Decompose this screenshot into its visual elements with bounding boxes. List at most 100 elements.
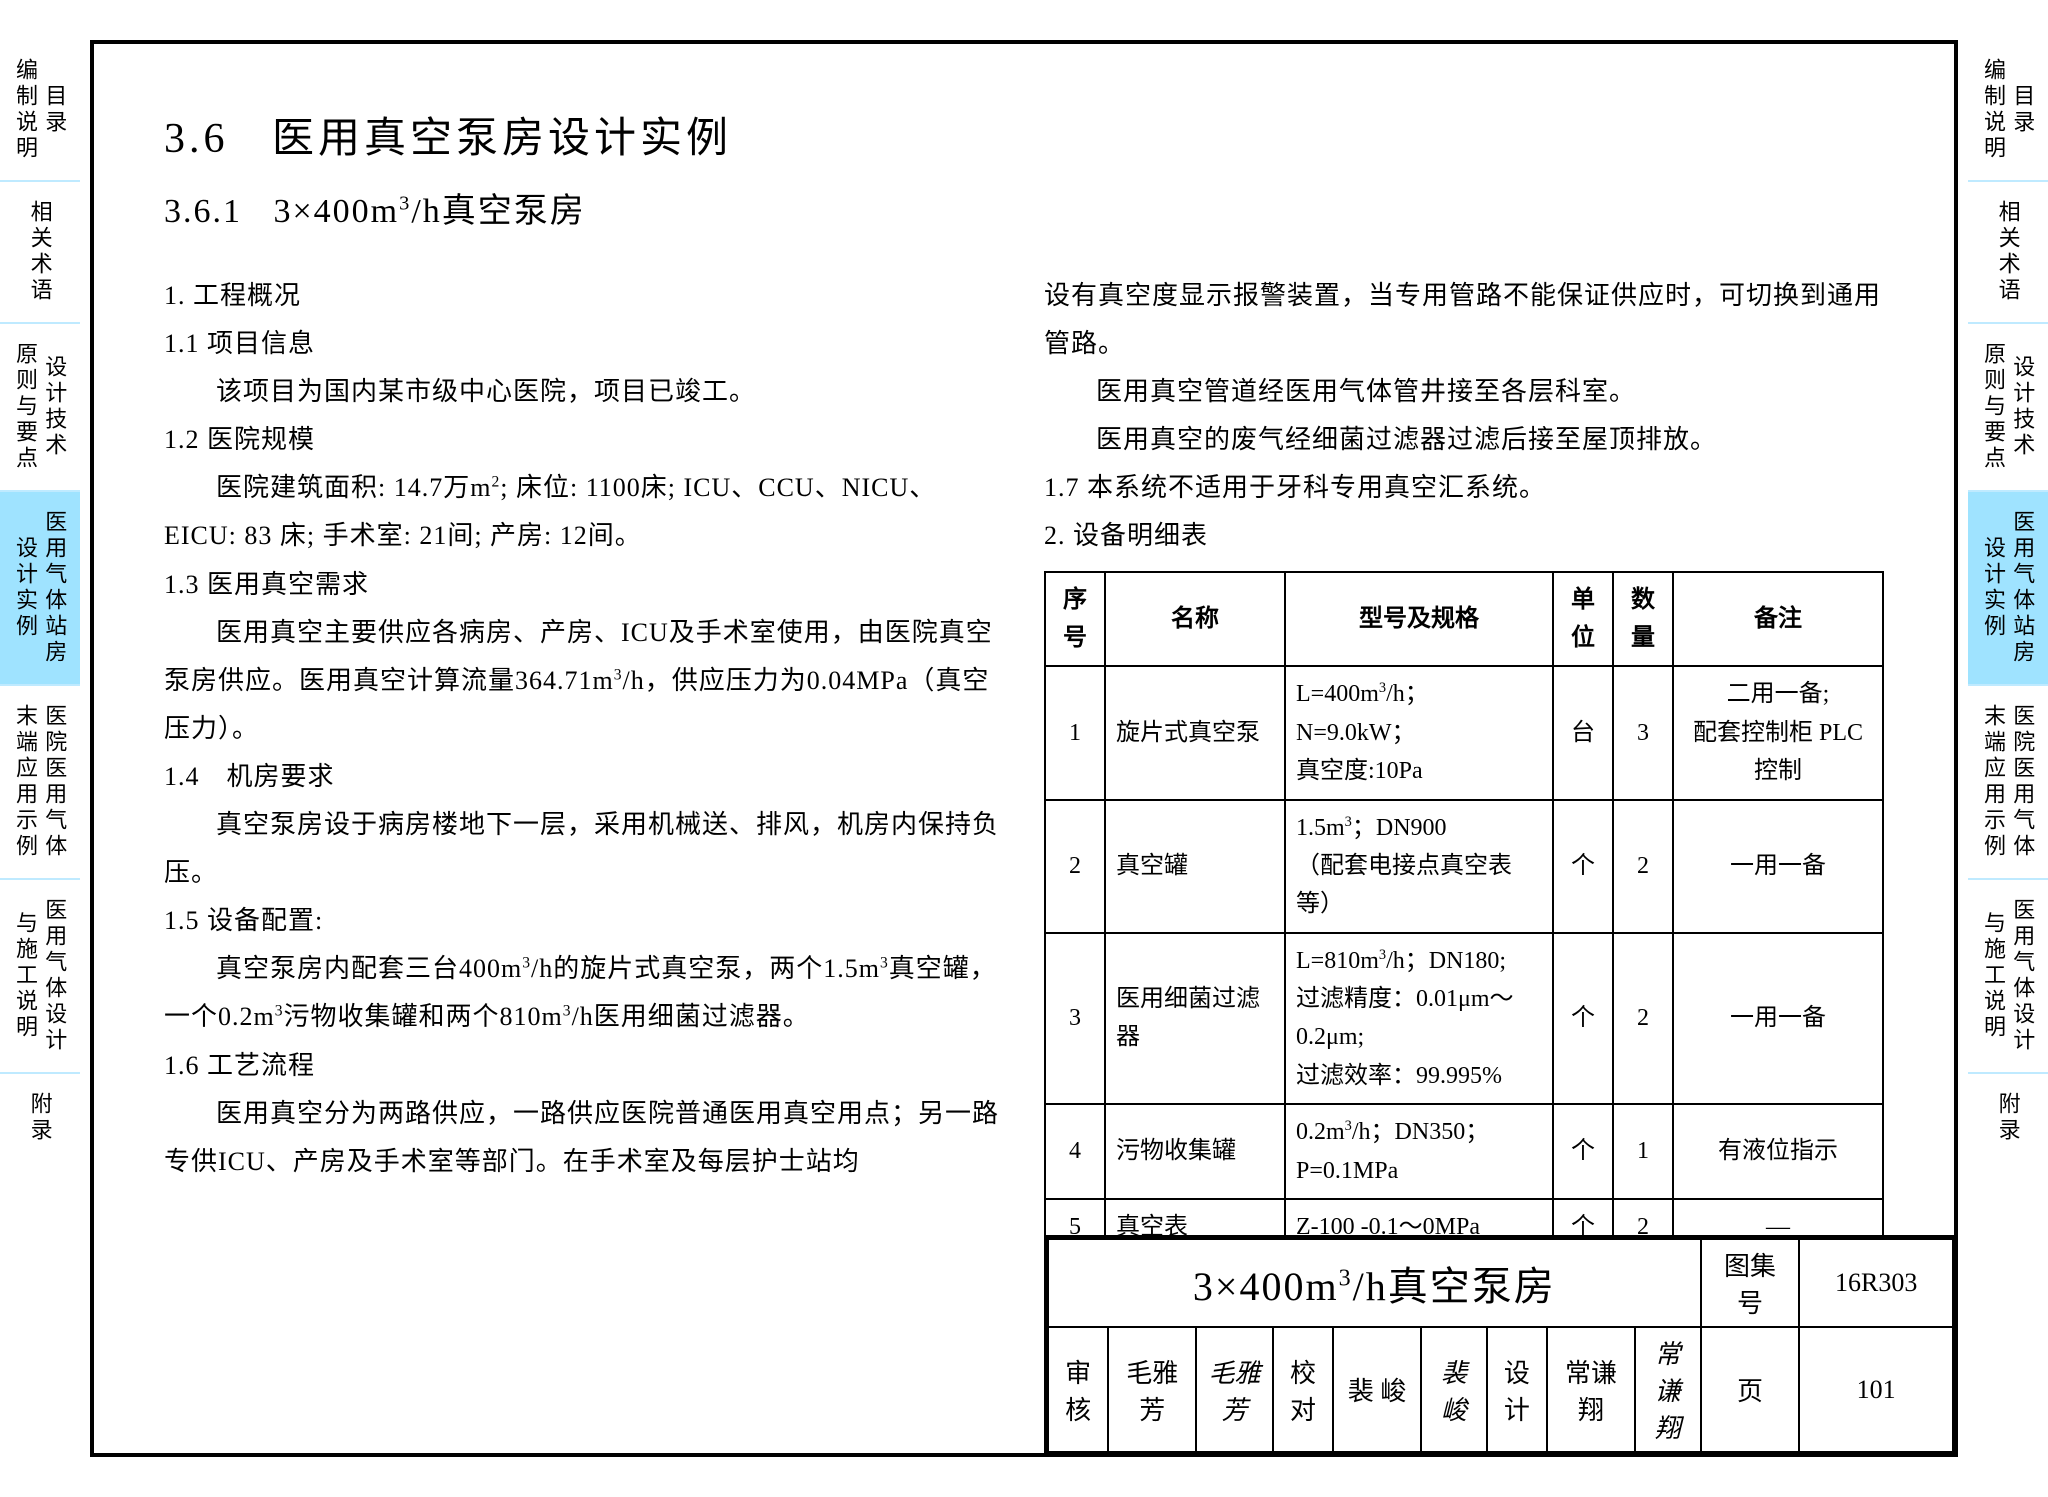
th-spec: 型号及规格: [1285, 572, 1553, 667]
subsection-title: 3×400m3/h真空泵房: [274, 193, 586, 230]
td-unit: 个: [1553, 1104, 1613, 1199]
review-name: 毛雅芳: [1108, 1327, 1196, 1452]
section-heading: 3.6 医用真空泵房设计实例: [164, 104, 1884, 165]
sidebar-tab[interactable]: 原则与要点设计技术: [1968, 324, 2048, 492]
sidebar-tab-label: 编制说明: [1981, 58, 2006, 162]
td-name: 旋片式真空泵: [1105, 666, 1285, 799]
sidebar-tab-label: 医用气体设计: [2010, 898, 2035, 1054]
sidebar-tab[interactable]: 与施工说明医用气体设计: [0, 880, 80, 1074]
title-block-real: 3×400m3/h真空泵房 图集号 16R303 审核 毛雅芳 毛雅芳 校对 裴…: [1044, 1235, 1954, 1453]
td-unit: 台: [1553, 666, 1613, 799]
td-spec: 0.2m3/h；DN350；P=0.1MPa: [1285, 1104, 1553, 1199]
td-qty: 1: [1613, 1104, 1673, 1199]
para: 1.7 本系统不适用于牙科专用真空汇系统。: [1044, 464, 1884, 512]
equipment-table: 序号 名称 型号及规格 单位 数量 备注 1旋片式真空泵L=400m3/h；N=…: [1044, 571, 1884, 1257]
td-name: 医用细菌过滤器: [1105, 933, 1285, 1105]
main-frame: 3.6 医用真空泵房设计实例 3.6.1 3×400m3/h真空泵房 1. 工程…: [90, 40, 1958, 1457]
para: 真空泵房内配套三台400m3/h的旋片式真空泵，两个1.5m3真空罐，一个0.2…: [164, 945, 1004, 1041]
td-spec: L=810m3/h；DN180;过滤精度：0.01μm～0.2μm;过滤效率：9…: [1285, 933, 1553, 1105]
para: 该项目为国内某市级中心医院，项目已竣工。: [164, 368, 1004, 416]
td-unit: 个: [1553, 800, 1613, 933]
th-seq: 序号: [1045, 572, 1105, 667]
td-note: 二用一备;配套控制柜 PLC控制: [1673, 666, 1883, 799]
sidebar-tab-label: 原则与要点: [13, 342, 38, 472]
sidebar-tab-label: 附录: [27, 1092, 52, 1144]
td-note: 有液位指示: [1673, 1104, 1883, 1199]
td-seq: 3: [1045, 933, 1105, 1105]
td-note: 一用一备: [1673, 933, 1883, 1105]
sidebar-left: 编制说明目录相关术语原则与要点设计技术设计实例医用气体站房末端应用示例医院医用气…: [0, 0, 80, 1497]
sidebar-tab-label: 末端应用示例: [13, 704, 38, 860]
td-qty: 3: [1613, 666, 1673, 799]
page-label: 页: [1701, 1327, 1800, 1452]
th-qty: 数量: [1613, 572, 1673, 667]
sidebar-right: 编制说明目录相关术语原则与要点设计技术设计实例医用气体站房末端应用示例医院医用气…: [1968, 0, 2048, 1497]
td-qty: 2: [1613, 800, 1673, 933]
sidebar-tab[interactable]: 附录: [0, 1074, 80, 1162]
para: 1.6 工艺流程: [164, 1042, 1004, 1090]
sidebar-tab-label: 医用气体站房: [42, 510, 67, 666]
para: 1. 工程概况: [164, 272, 1004, 320]
td-seq: 1: [1045, 666, 1105, 799]
td-seq: 4: [1045, 1104, 1105, 1199]
sidebar-tab-label: 相关术语: [1995, 200, 2020, 304]
atlas-label: 图集号: [1701, 1239, 1800, 1327]
sidebar-tab-label: 与施工说明: [1981, 898, 2006, 1054]
table-row: 2真空罐1.5m3；DN900（配套电接点真空表等）个2一用一备: [1045, 800, 1883, 933]
para: 1.4 机房要求: [164, 753, 1004, 801]
sidebar-tab[interactable]: 相关术语: [0, 182, 80, 324]
design-signature: 常谦翔: [1635, 1327, 1701, 1452]
atlas-number: 16R303: [1799, 1239, 1953, 1327]
sidebar-tab[interactable]: 设计实例医用气体站房: [0, 492, 80, 686]
th-note: 备注: [1673, 572, 1883, 667]
sidebar-tab-label: 目录: [42, 58, 67, 162]
th-name: 名称: [1105, 572, 1285, 667]
sidebar-tab[interactable]: 原则与要点设计技术: [0, 324, 80, 492]
sidebar-tab-label: 附录: [1995, 1092, 2020, 1144]
sidebar-tab[interactable]: 相关术语: [1968, 182, 2048, 324]
sidebar-tab[interactable]: 附录: [1968, 1074, 2048, 1162]
sidebar-tab[interactable]: 编制说明目录: [1968, 40, 2048, 182]
proof-signature: 裴峻: [1421, 1327, 1487, 1452]
para: 1.3 医用真空需求: [164, 561, 1004, 609]
sidebar-tab-label: 医用气体设计: [42, 898, 67, 1054]
sidebar-tab-label: 编制说明: [13, 58, 38, 162]
sidebar-tab-label: 相关术语: [27, 200, 52, 304]
td-seq: 2: [1045, 800, 1105, 933]
sidebar-tab[interactable]: 编制说明目录: [0, 40, 80, 182]
td-unit: 个: [1553, 933, 1613, 1105]
subsection-number: 3.6.1: [164, 193, 242, 230]
sidebar-tab[interactable]: 末端应用示例医院医用气体: [0, 686, 80, 880]
proof-label: 校对: [1273, 1327, 1333, 1452]
section-number: 3.6: [164, 116, 229, 162]
para: 医用真空分为两路供应，一路供应医院普通医用真空用点；另一路专供ICU、产房及手术…: [164, 1090, 1004, 1186]
para: 2. 设备明细表: [1044, 512, 1884, 560]
section-title: 医用真空泵房设计实例: [272, 116, 732, 162]
sidebar-tab-label: 医用气体站房: [2010, 510, 2035, 666]
sidebar-tab-label: 医院医用气体: [42, 704, 67, 860]
review-signature: 毛雅芳: [1196, 1327, 1273, 1452]
td-note: 一用一备: [1673, 800, 1883, 933]
sidebar-tab-label: 设计实例: [1981, 510, 2006, 666]
sidebar-tab-label: 与施工说明: [13, 898, 38, 1054]
para: 医用真空管道经医用气体管井接至各层科室。: [1044, 368, 1884, 416]
page-root: 编制说明目录相关术语原则与要点设计技术设计实例医用气体站房末端应用示例医院医用气…: [0, 0, 2048, 1497]
para: 医用真空主要供应各病房、产房、ICU及手术室使用，由医院真空泵房供应。医用真空计…: [164, 609, 1004, 753]
sidebar-tab[interactable]: 设计实例医用气体站房: [1968, 492, 2048, 686]
para: 1.1 项目信息: [164, 320, 1004, 368]
sidebar-tab[interactable]: 末端应用示例医院医用气体: [1968, 686, 2048, 880]
sidebar-tab[interactable]: 与施工说明医用气体设计: [1968, 880, 2048, 1074]
sidebar-tab-label: 医院医用气体: [2010, 704, 2035, 860]
td-name: 真空罐: [1105, 800, 1285, 933]
table-row: 1旋片式真空泵L=400m3/h；N=9.0kW；真空度:10Pa台3二用一备;…: [1045, 666, 1883, 799]
para: 医院建筑面积: 14.7万m2; 床位: 1100床; ICU、CCU、NICU…: [164, 464, 1004, 560]
proof-name: 裴 峻: [1333, 1327, 1421, 1452]
subsection-heading: 3.6.1 3×400m3/h真空泵房: [164, 183, 1884, 232]
sidebar-tab-label: 目录: [2010, 58, 2035, 162]
td-spec: 1.5m3；DN900（配套电接点真空表等）: [1285, 800, 1553, 933]
td-name: 污物收集罐: [1105, 1104, 1285, 1199]
design-label: 设计: [1487, 1327, 1547, 1452]
para: 真空泵房设于病房楼地下一层，采用机械送、排风，机房内保持负压。: [164, 801, 1004, 897]
sidebar-tab-label: 设计实例: [13, 510, 38, 666]
sidebar-tab-label: 原则与要点: [1981, 342, 2006, 472]
